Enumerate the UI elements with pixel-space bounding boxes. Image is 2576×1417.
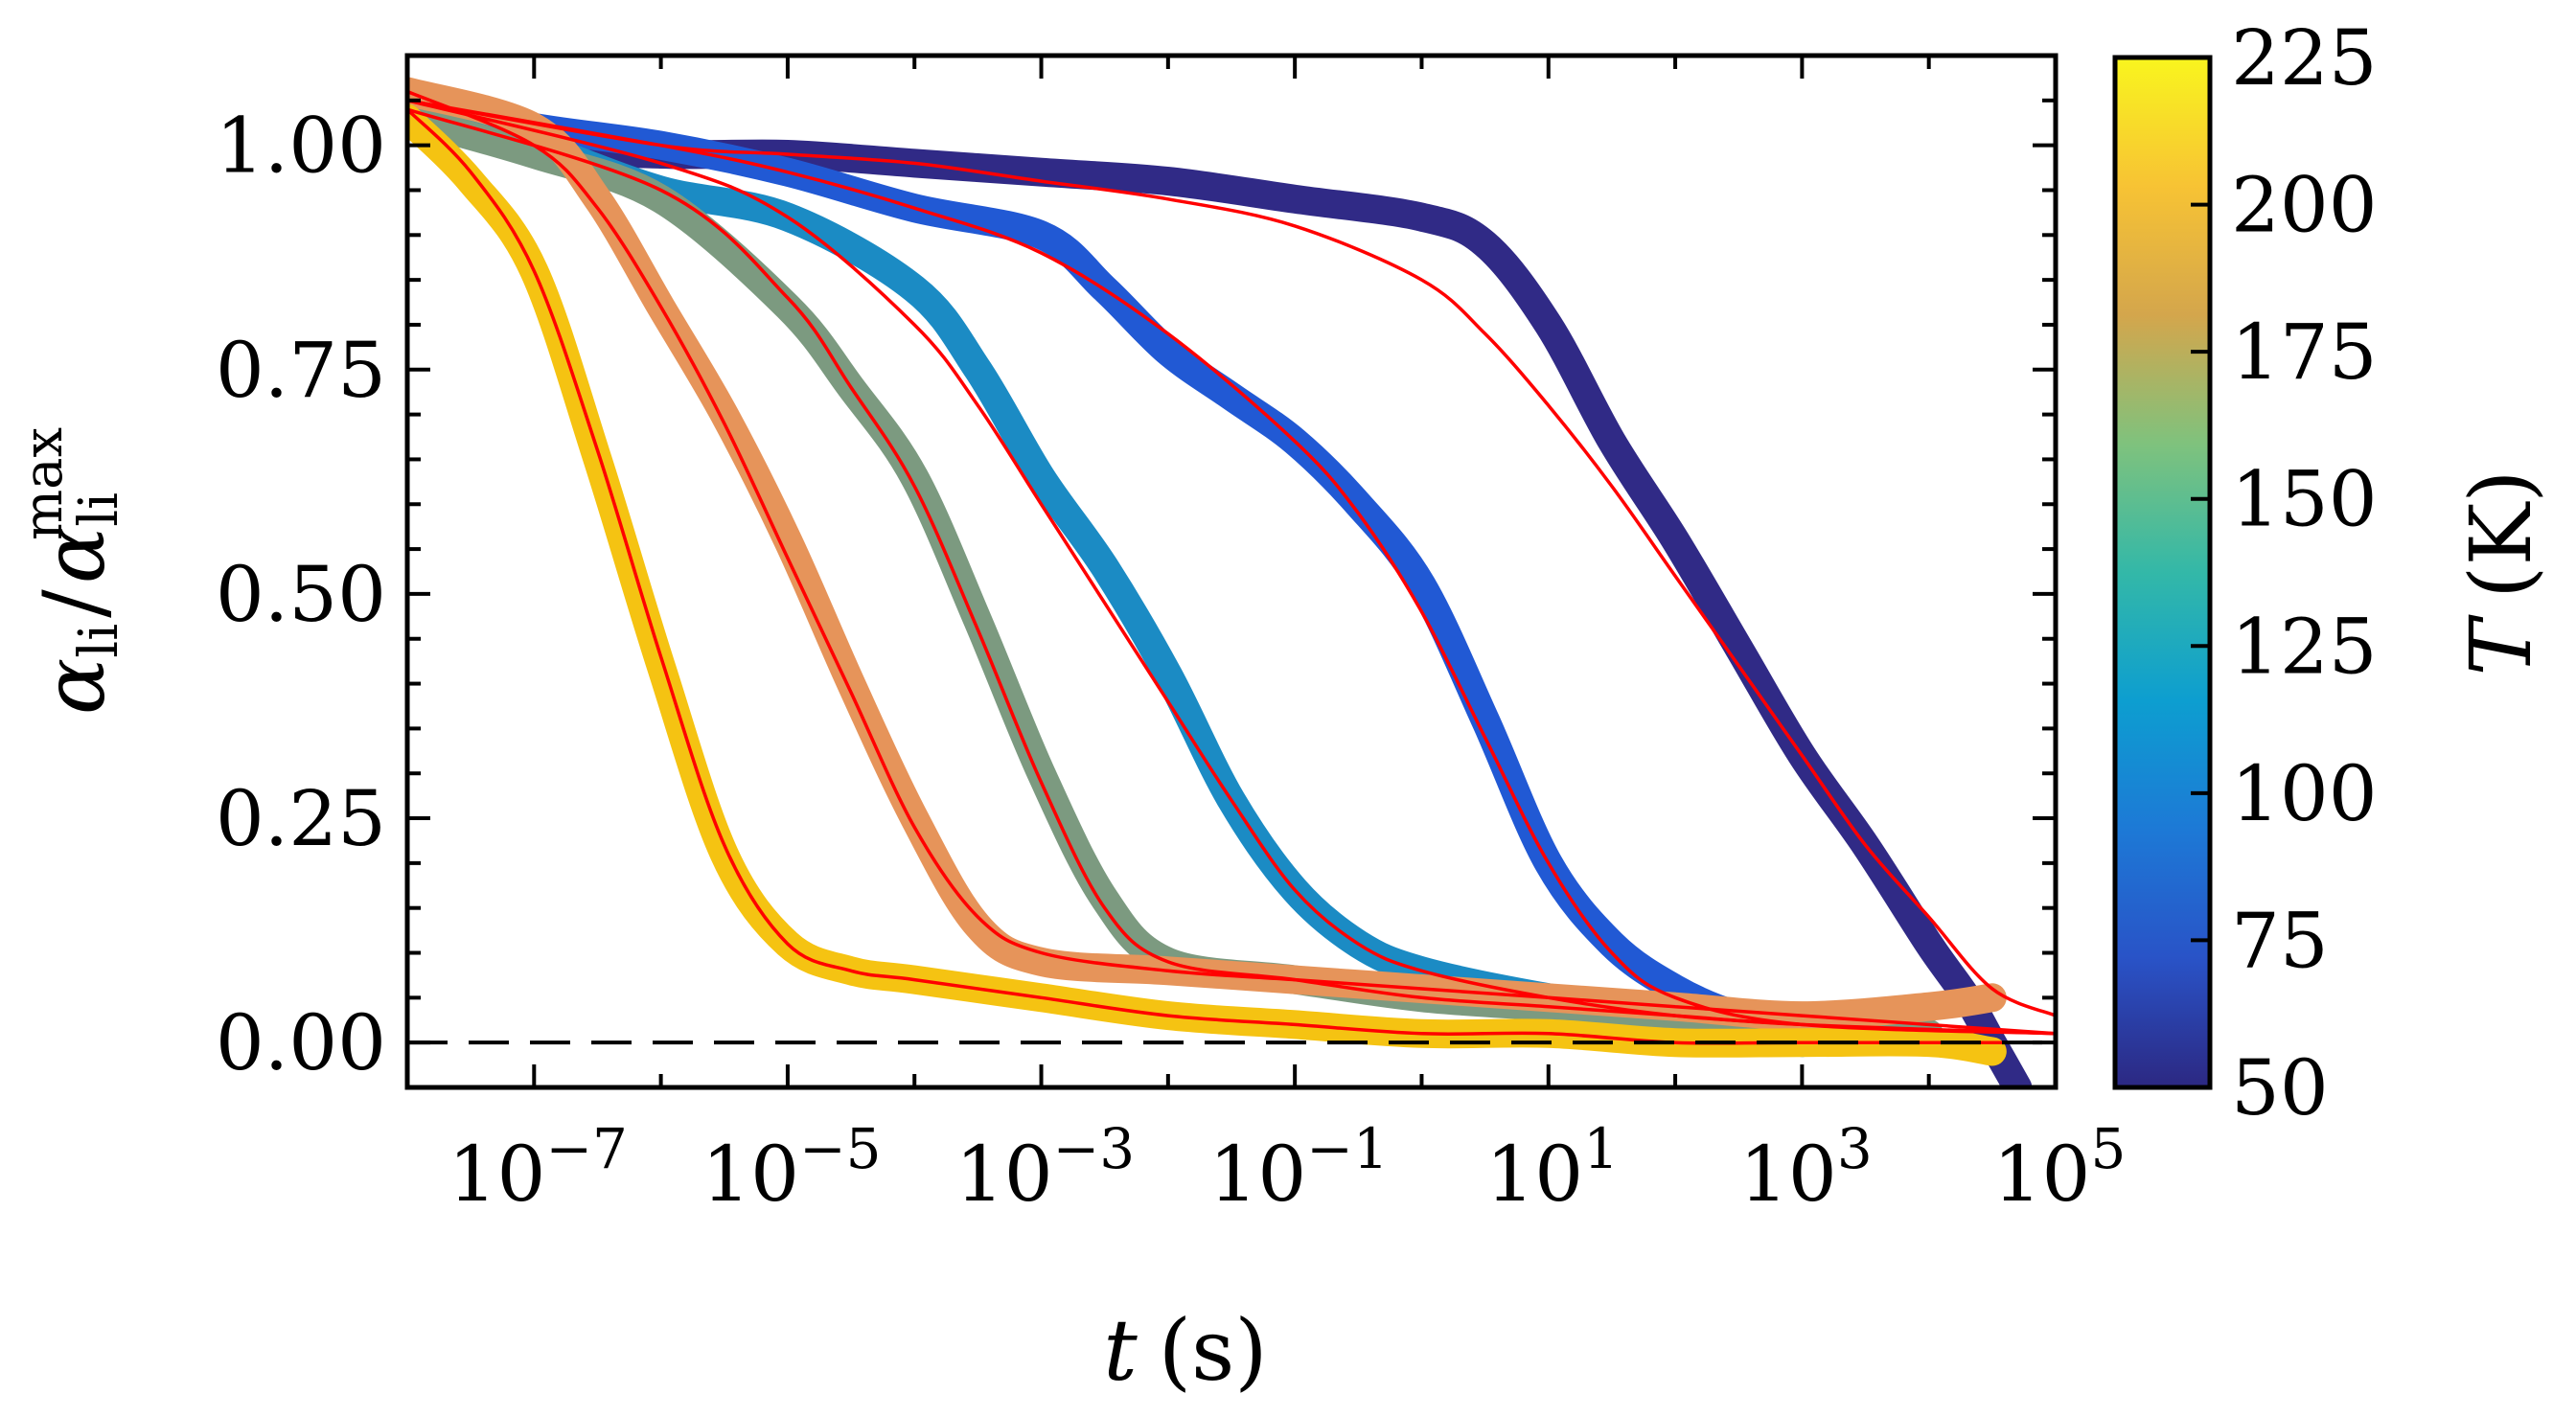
y-tick-label: 0.75 xyxy=(216,326,386,415)
y-tick-label: 0.25 xyxy=(216,774,386,863)
colorbar-tick-label: 225 xyxy=(2231,13,2378,103)
fit-layer xyxy=(407,89,2056,1045)
series-layer xyxy=(407,77,2033,1087)
colorbar-tick-label: 75 xyxy=(2231,896,2329,985)
y-axis-label: αli/αlimax xyxy=(12,427,130,715)
colorbar-tick-label: 200 xyxy=(2231,161,2378,250)
x-axis-label: t (s) xyxy=(1103,1301,1267,1400)
y-label-den-sub: li xyxy=(68,492,130,527)
series-T=175K-fit xyxy=(407,107,2056,1036)
series-T=200K-data xyxy=(407,77,2007,1031)
x-tick-label: 101 xyxy=(1485,1116,1619,1219)
x-tick-label: 105 xyxy=(1993,1116,2127,1219)
colorbar-tick-label: 175 xyxy=(2231,308,2378,397)
y-label-sep: / xyxy=(25,589,124,618)
plot-frame xyxy=(404,53,2058,1090)
x-tick-label: 10−1 xyxy=(1209,1116,1389,1219)
colorbar-label-var: T xyxy=(2451,614,2550,676)
y-label-num-sub: li xyxy=(68,624,130,658)
y-tick-label: 1.00 xyxy=(216,102,386,191)
y-tick-label: 0.50 xyxy=(216,550,386,639)
x-axis: 10−7 10−5 10−3 10−1 101 103 105 xyxy=(405,56,2127,1219)
colorbar xyxy=(2115,57,2210,1087)
series-T=75K-fit xyxy=(407,99,2056,1036)
x-label-unit: (s) xyxy=(1159,1301,1268,1400)
x-tick-label: 10−5 xyxy=(702,1116,881,1219)
series-T=100K-fit xyxy=(407,99,1803,1027)
x-tick-label: 10−7 xyxy=(448,1116,628,1219)
colorbar-label: T (K) xyxy=(2451,469,2550,675)
y-label-den-sup: max xyxy=(12,427,75,540)
colorbar-tick-label: 100 xyxy=(2231,749,2378,838)
y-label-num: α xyxy=(25,658,124,715)
y-axis: 0.00 0.25 0.50 0.75 1.00 xyxy=(216,54,2056,1089)
y-label-den: α xyxy=(25,527,124,583)
x-tick-label: 10−3 xyxy=(955,1116,1135,1219)
colorbar-ticks: 50 75 100 125 150 175 200 225 xyxy=(2191,13,2378,1132)
x-tick-label: 103 xyxy=(1739,1116,1873,1219)
colorbar-tick-label: 125 xyxy=(2231,602,2378,691)
colorbar-tick-label: 50 xyxy=(2231,1043,2329,1132)
series-T=225K-fit xyxy=(407,107,2056,1045)
colorbar-frame xyxy=(2112,55,2213,1090)
colorbar-label-unit: (K) xyxy=(2451,469,2550,598)
colorbar-tick-label: 150 xyxy=(2231,455,2378,544)
series-T=50K-fit xyxy=(407,99,2056,1017)
y-tick-label: 0.00 xyxy=(216,998,386,1087)
x-label-var: t xyxy=(1103,1301,1138,1400)
series-T=200K-fit xyxy=(407,89,2056,1036)
